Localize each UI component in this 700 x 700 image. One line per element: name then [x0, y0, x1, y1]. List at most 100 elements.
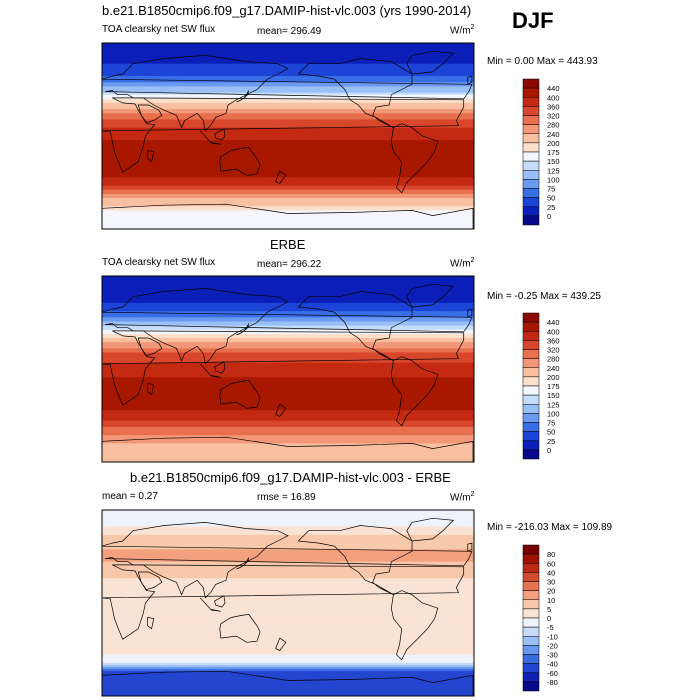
zonal-band: [102, 387, 474, 391]
zonal-band: [102, 451, 474, 455]
map-panel-1: [101, 42, 475, 230]
zonal-band: [102, 545, 474, 548]
colorbar-swatch: [522, 654, 540, 664]
panel-3-mean: mean = 0.27: [102, 491, 158, 502]
zonal-band: [102, 561, 474, 565]
zonal-band: [102, 654, 474, 658]
colorbar-tick-label: 360: [547, 102, 560, 111]
zonal-band: [102, 526, 474, 529]
zonal-band: [102, 439, 474, 442]
zonal-band: [102, 133, 474, 137]
zonal-band: [102, 123, 474, 127]
colorbar-swatch: [522, 367, 540, 378]
zonal-band: [102, 302, 474, 306]
colorbar-tick-label: 280: [547, 355, 560, 364]
zonal-band: [102, 218, 474, 222]
zonal-band: [102, 453, 474, 457]
colorbar-swatch: [522, 590, 540, 600]
zonal-band: [102, 150, 474, 153]
zonal-band: [102, 693, 474, 697]
zonal-band: [102, 138, 474, 141]
coastline: [236, 90, 250, 103]
colorbar-swatch: [522, 404, 540, 414]
zonal-band: [102, 371, 474, 374]
zonal-band: [102, 171, 474, 174]
zonal-band: [102, 634, 474, 637]
zonal-band: [102, 603, 474, 606]
zonal-band: [102, 383, 474, 386]
coastline: [214, 128, 226, 141]
colorbar-swatch: [522, 170, 540, 180]
colorbar-tick-label: 440: [547, 318, 560, 327]
coastline: [390, 123, 439, 194]
colorbar-tick-label: 75: [547, 185, 555, 194]
zonal-band: [102, 410, 474, 413]
colorbar-swatch: [522, 142, 540, 153]
zonal-band: [102, 584, 474, 587]
zonal-band: [102, 576, 474, 579]
zonal-band: [102, 408, 474, 411]
coastline: [137, 337, 163, 357]
zonal-band: [102, 74, 474, 77]
colorbar-swatch: [522, 160, 540, 171]
coastline: [219, 380, 261, 409]
zonal-band: [102, 681, 474, 684]
map-panel-2: [101, 275, 475, 463]
coastline: [199, 363, 221, 378]
zonal-band: [102, 648, 474, 651]
zonal-band: [102, 536, 474, 540]
zonal-band: [102, 286, 474, 289]
zonal-band: [102, 447, 474, 450]
zonal-band: [102, 307, 474, 310]
zonal-band: [102, 623, 474, 627]
zonal-band: [102, 284, 474, 287]
zonal-band: [102, 580, 474, 583]
zonal-band: [102, 379, 474, 382]
zonal-band: [102, 607, 474, 610]
panel-1-title: b.e21.B1850cmip6.f09_g17.DAMIP-hist-vlc.…: [102, 3, 472, 18]
colorbar-tick-label: 320: [547, 346, 560, 355]
colorbar-swatch: [522, 636, 540, 646]
colorbar-swatch: [522, 681, 540, 692]
zonal-band: [102, 667, 474, 670]
zonal-band: [102, 528, 474, 532]
zonal-band: [102, 160, 474, 164]
panel-2-variable-label: TOA clearsky net SW flux: [102, 257, 216, 268]
zonal-band: [102, 177, 474, 180]
zonal-band: [102, 210, 474, 213]
zonal-band: [102, 55, 474, 58]
colorbar-swatch: [522, 553, 540, 564]
panel-2-mean: mean= 296.22: [257, 259, 322, 270]
colorbar-swatch: [522, 215, 540, 226]
zonal-band: [102, 393, 474, 397]
zonal-band: [102, 424, 474, 428]
zonal-band: [102, 381, 474, 384]
zonal-band: [102, 117, 474, 120]
colorbar-tick-label: 125: [547, 400, 560, 409]
zonal-band: [102, 90, 474, 93]
colorbar-swatch: [522, 188, 540, 198]
zonal-band: [102, 187, 474, 191]
zonal-band: [102, 198, 474, 201]
zonal-band: [102, 524, 474, 527]
zonal-band: [102, 290, 474, 293]
colorbar-tick-label: 40: [547, 568, 555, 577]
colorbar-tick-label: 0: [547, 212, 551, 221]
zonal-band: [102, 164, 474, 168]
zonal-band: [102, 559, 474, 563]
coastline: [390, 356, 439, 427]
colorbar-swatch: [522, 376, 540, 387]
zonal-band: [102, 100, 474, 104]
zonal-band: [102, 457, 474, 461]
zonal-band: [102, 377, 474, 380]
zonal-band: [102, 111, 474, 114]
zonal-band: [102, 86, 474, 89]
colorbar-tick-label: 75: [547, 419, 555, 428]
zonal-band: [102, 335, 474, 339]
zonal-band: [102, 683, 474, 687]
zonal-band: [102, 47, 474, 50]
zonal-band: [102, 144, 474, 147]
zonal-band: [102, 652, 474, 656]
colorbar-tick-label: 100: [547, 175, 560, 184]
